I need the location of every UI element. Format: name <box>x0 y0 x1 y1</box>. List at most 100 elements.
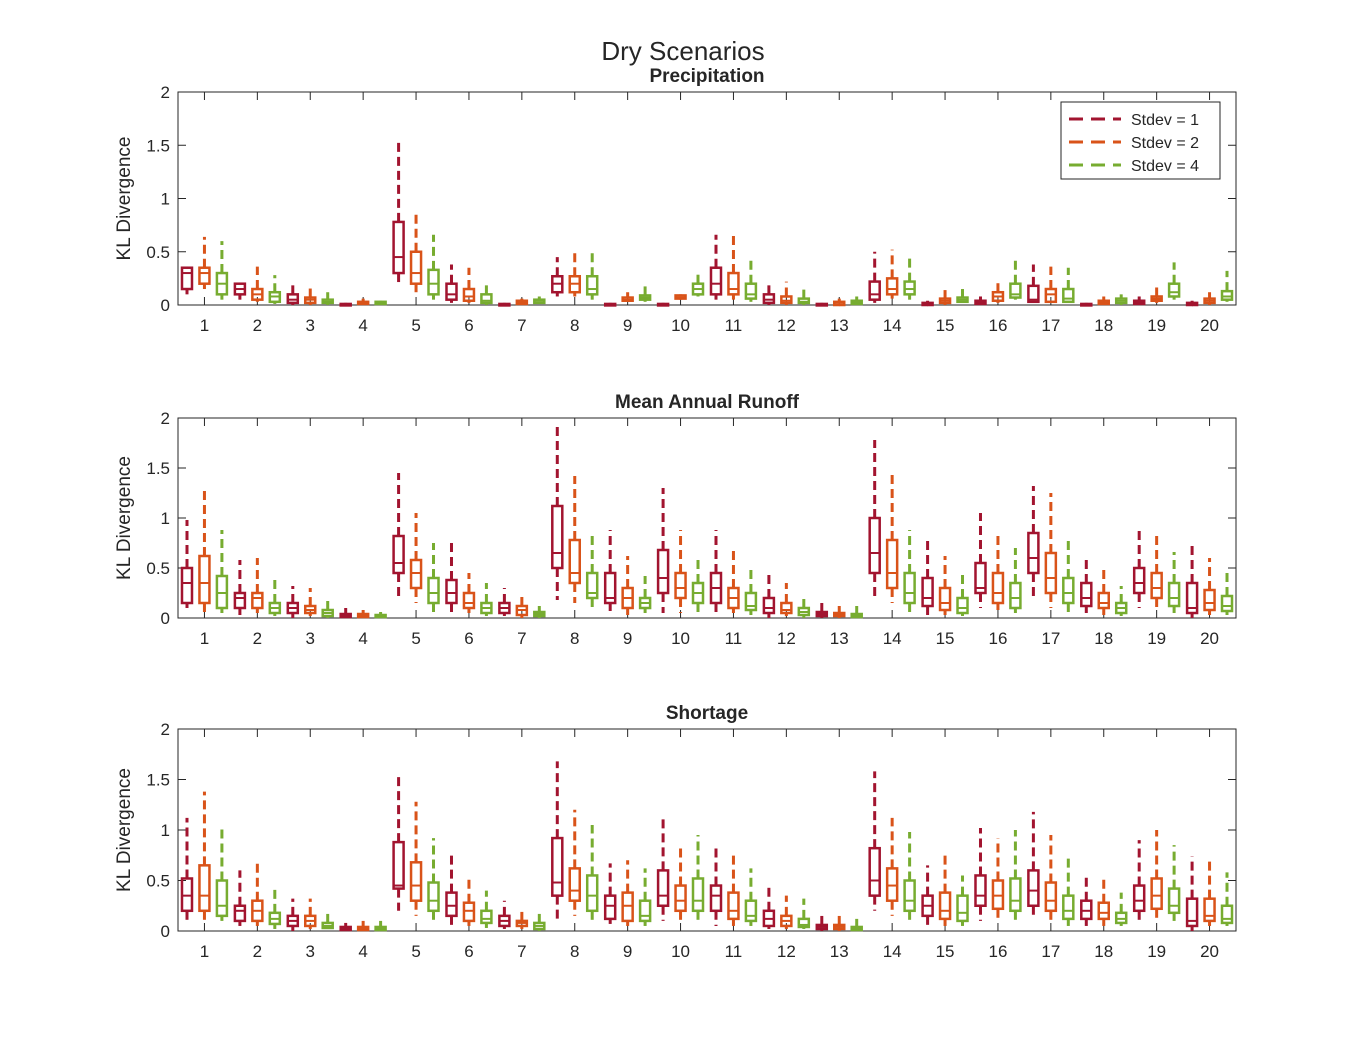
x-tick-label: 5 <box>411 629 420 648</box>
box-2 <box>251 558 264 613</box>
box-body <box>744 899 758 923</box>
box-17 <box>1044 493 1058 608</box>
box-16 <box>974 513 987 608</box>
box-body <box>885 277 899 296</box>
box-9 <box>603 863 617 924</box>
box-body <box>603 894 617 921</box>
x-tick-label: 3 <box>306 316 315 335</box>
x-tick-label: 11 <box>725 629 743 648</box>
x-tick-label: 4 <box>358 316 367 335</box>
box-body <box>233 591 247 610</box>
y-tick-label: 0 <box>161 296 170 315</box>
series-3 <box>215 530 1234 619</box>
box-body <box>462 287 476 302</box>
box-16 <box>1009 830 1022 921</box>
box-4 <box>356 298 370 306</box>
box-17 <box>1027 811 1040 916</box>
box-14 <box>885 473 899 603</box>
box-body <box>409 250 423 285</box>
y-tick-label: 1.5 <box>146 459 170 478</box>
y-tick-label: 1.5 <box>146 771 170 790</box>
box-11 <box>744 259 758 302</box>
box-14 <box>868 440 881 598</box>
box-6 <box>480 283 493 305</box>
box-1 <box>198 791 211 921</box>
box-body <box>1009 282 1022 299</box>
box-body <box>427 268 440 296</box>
x-tick-label: 15 <box>936 316 955 335</box>
box-body <box>974 874 987 908</box>
box-18 <box>1080 875 1093 926</box>
box-11 <box>709 845 723 926</box>
box-body <box>409 861 423 902</box>
box-18 <box>1114 294 1128 305</box>
box-body <box>1062 576 1075 605</box>
box-body <box>585 874 599 913</box>
box-body <box>445 578 458 605</box>
box-7 <box>533 296 546 305</box>
box-body <box>868 846 881 897</box>
figure-title: Dry Scenarios <box>601 36 764 66</box>
box-7 <box>515 593 529 618</box>
box-body <box>1062 287 1075 304</box>
box-body <box>780 295 793 305</box>
box-4 <box>339 302 352 307</box>
box-body <box>691 877 705 913</box>
box-12 <box>797 289 811 305</box>
x-tick-label: 9 <box>623 942 632 961</box>
box-20 <box>1203 558 1216 615</box>
y-axis-label: KL Divergence <box>114 768 135 892</box>
x-tick-label: 8 <box>570 942 579 961</box>
x-tick-label: 7 <box>517 316 526 335</box>
box-body <box>938 891 952 921</box>
box-13 <box>833 915 846 931</box>
x-tick-label: 18 <box>1094 629 1113 648</box>
box-body <box>1080 581 1093 608</box>
box-9 <box>603 302 617 307</box>
box-15 <box>956 875 969 926</box>
box-13 <box>850 918 863 932</box>
panel-title: Mean Annual Runoff <box>615 392 800 413</box>
box-19 <box>1132 528 1146 608</box>
box-body <box>885 867 899 902</box>
box-2 <box>233 282 247 300</box>
box-6 <box>480 890 493 928</box>
box-body <box>551 836 564 897</box>
box-body <box>780 601 793 615</box>
box-12 <box>780 281 793 305</box>
box-body <box>462 591 476 610</box>
box-body <box>568 867 581 902</box>
box-12 <box>780 895 793 929</box>
box-13 <box>815 302 829 307</box>
box-3 <box>321 600 334 618</box>
box-body <box>1185 581 1199 615</box>
y-tick-label: 1 <box>161 821 170 840</box>
legend-box <box>1060 101 1221 180</box>
box-20 <box>1185 300 1199 307</box>
box-17 <box>1044 266 1058 304</box>
legend: Stdev = 1 Stdev = 2 Stdev = 4 <box>1060 101 1221 180</box>
x-tick-label: 13 <box>830 942 849 961</box>
x-tick-label: 19 <box>1147 316 1166 335</box>
x-tick-label: 8 <box>570 316 579 335</box>
box-body <box>1220 289 1234 301</box>
box-16 <box>991 278 1005 303</box>
box-8 <box>568 476 581 603</box>
box-3 <box>304 898 317 929</box>
box-15 <box>921 865 934 926</box>
x-tick-label: 14 <box>883 316 902 335</box>
box-11 <box>744 566 758 615</box>
box-15 <box>938 852 952 926</box>
x-tick-label: 4 <box>358 629 367 648</box>
box-11 <box>744 868 758 926</box>
x-tick-label: 20 <box>1200 629 1219 648</box>
box-9 <box>638 285 652 302</box>
x-tick-label: 20 <box>1200 942 1219 961</box>
y-tick-label: 0.5 <box>146 243 170 262</box>
y-tick-label: 0 <box>161 922 170 941</box>
box-1 <box>215 530 229 613</box>
box-body <box>797 917 811 929</box>
box-20 <box>1185 546 1199 618</box>
box-19 <box>1167 552 1181 613</box>
box-body <box>938 586 952 612</box>
